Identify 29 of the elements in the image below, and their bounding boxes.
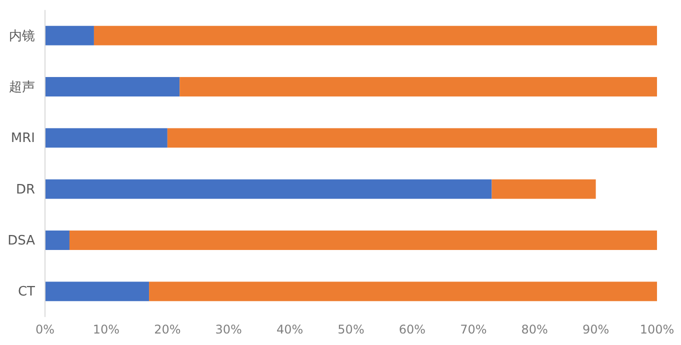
y-tick-label: 内镜 [9, 28, 35, 44]
y-tick-label: CT [18, 284, 36, 300]
bar [149, 282, 657, 302]
x-tick-label: 90% [582, 322, 610, 337]
bar [180, 77, 657, 96]
x-tick-label: 30% [215, 322, 242, 337]
bar [45, 77, 180, 96]
y-tick-label: 超声 [9, 80, 35, 95]
x-tick-label: 20% [154, 322, 181, 337]
x-tick-label: 0% [35, 322, 55, 337]
x-tick-label: 70% [460, 322, 487, 337]
x-tick-label: 100% [640, 322, 674, 337]
bar [45, 26, 94, 46]
bar [45, 128, 168, 148]
bar [45, 230, 70, 250]
bar [167, 128, 657, 148]
x-tick-label: 80% [521, 322, 548, 337]
bar [69, 230, 657, 250]
y-tick-label: MRI [10, 131, 35, 146]
y-tick-label: DSA [8, 233, 36, 248]
x-tick-label: 50% [338, 322, 364, 337]
bar [492, 179, 596, 199]
x-tick-label: 40% [276, 322, 304, 337]
bar [45, 179, 492, 199]
bar [45, 282, 150, 302]
bar [94, 26, 657, 46]
x-tick-label: 60% [398, 322, 426, 337]
x-tick-label: 10% [92, 322, 120, 337]
y-tick-label: DR [16, 182, 35, 198]
